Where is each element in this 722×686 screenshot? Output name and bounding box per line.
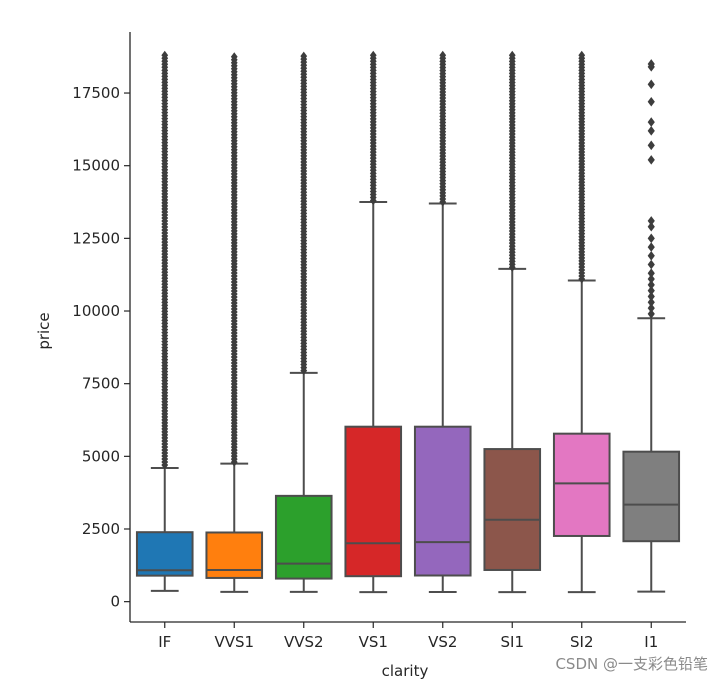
outlier-point [647, 59, 655, 69]
box-body [344, 425, 403, 578]
outlier-point [647, 242, 655, 252]
outlier-point [647, 259, 655, 270]
box-body [135, 531, 194, 577]
x-tick-label-i1: I1 [644, 633, 658, 651]
outlier-band [369, 50, 377, 206]
box-vs2 [413, 50, 472, 593]
outlier-point [647, 126, 655, 136]
box-body [413, 425, 472, 577]
outlier-band [300, 51, 308, 376]
outlier-point [647, 285, 655, 296]
outlier-point [647, 221, 655, 232]
box-body [274, 494, 333, 580]
outlier-point [647, 250, 655, 261]
x-tick-label-si2: SI2 [570, 633, 594, 651]
y-tick-label: 5000 [82, 447, 120, 465]
watermark: CSDN @一支彩色铅笔 [555, 655, 708, 673]
y-tick-label: 2500 [82, 520, 120, 538]
outlier-band [578, 50, 586, 284]
box-vs1 [344, 50, 403, 594]
box-body [483, 448, 542, 571]
y-tick-label: 17500 [72, 84, 120, 102]
box-i1 [622, 59, 681, 593]
outlier-band [508, 50, 516, 272]
outlier-point [647, 303, 655, 313]
outlier-band [439, 50, 447, 207]
box-vvs1 [205, 52, 264, 593]
outlier-point [647, 309, 655, 319]
outlier-point [647, 274, 655, 284]
y-tick-label: 10000 [72, 302, 120, 320]
outlier-point [647, 140, 655, 151]
x-tick-label-if: IF [158, 633, 171, 651]
outlier-point [647, 79, 655, 90]
box-body [622, 450, 681, 543]
x-tick-label-vs2: VS2 [428, 633, 457, 651]
outlier-point [647, 280, 655, 290]
y-tick-label: 12500 [72, 229, 120, 247]
box-body [552, 432, 611, 537]
y-tick-label: 7500 [82, 375, 120, 393]
box-vvs2 [274, 51, 333, 593]
y-tick-label: 0 [110, 593, 120, 611]
box-si1 [483, 50, 542, 594]
x-tick-label-vvs1: VVS1 [214, 633, 254, 651]
outlier-point [647, 216, 655, 226]
outlier-point [647, 291, 655, 302]
box-body [205, 531, 264, 579]
outlier-point [647, 297, 655, 308]
axes [129, 32, 686, 623]
outlier-band [161, 50, 169, 470]
outlier-point [647, 117, 655, 127]
y-tick-label: 15000 [72, 157, 120, 175]
box-si2 [552, 50, 611, 594]
outlier-point [647, 155, 655, 165]
box-if [135, 50, 194, 592]
outlier-point [647, 96, 655, 107]
x-tick-label-vvs2: VVS2 [284, 633, 324, 651]
ticks-group: 0 2500 5000 7500 10000 12500 15000 17500 IF VVS1 V… [72, 84, 658, 651]
outlier-point [647, 233, 655, 244]
x-axis-label: clarity [382, 662, 429, 680]
y-axis-label: price [35, 312, 53, 349]
boxes-group [135, 50, 681, 594]
x-tick-label-si1: SI1 [501, 633, 525, 651]
outlier-point [647, 268, 655, 279]
outlier-band [230, 52, 238, 467]
x-tick-label-vs1: VS1 [359, 633, 388, 651]
